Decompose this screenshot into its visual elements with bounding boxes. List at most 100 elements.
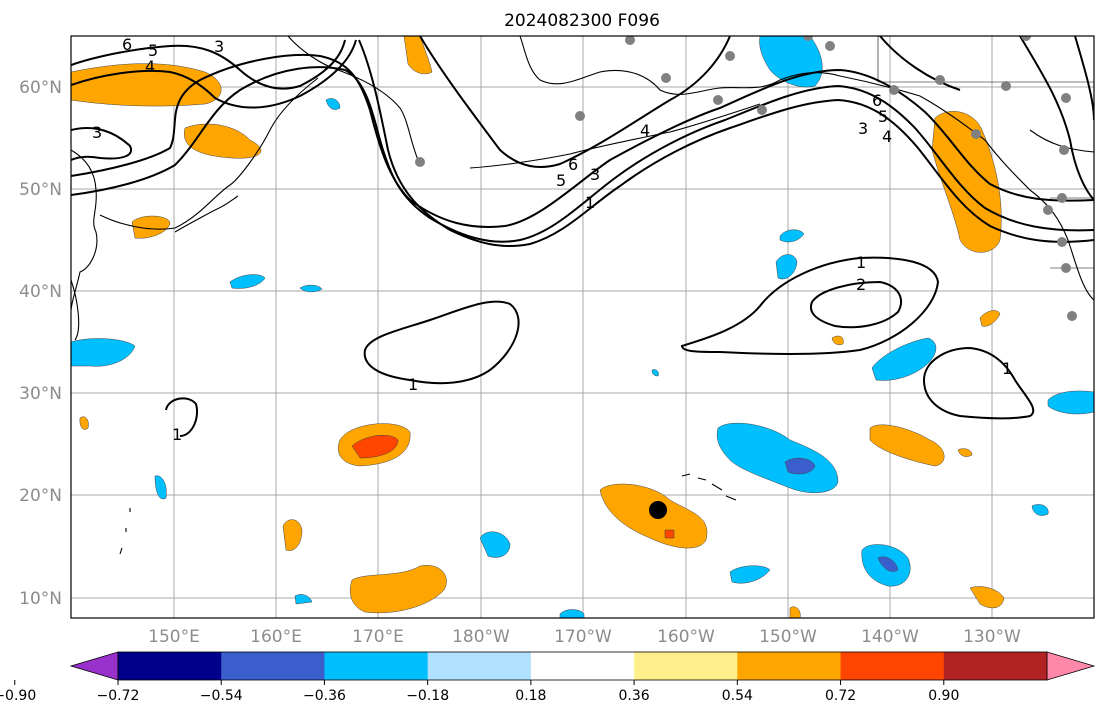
contour-line: [71, 54, 1094, 228]
station-marker: [1001, 81, 1011, 91]
contour-label: 1: [856, 253, 866, 272]
contour-label: 3: [590, 165, 600, 184]
contour-line: [71, 126, 133, 161]
longitude-labels: 150°E 160°E 170°E 180°W 170°W 160°W 150°…: [148, 627, 1021, 647]
lat-label: 30°N: [19, 384, 62, 404]
negative-anomaly-region: [154, 475, 167, 500]
negative-anomaly-region: [871, 337, 937, 381]
station-marker: [803, 36, 813, 41]
contour-label: 2: [856, 275, 866, 294]
colorbar-segment: [118, 652, 222, 680]
colorbar-extend-high: [1046, 651, 1096, 681]
colorbar-tick-label: 0.90: [928, 688, 959, 704]
positive-anomaly-region: [957, 448, 973, 457]
strong-negative-anomaly: [877, 556, 899, 572]
north-america-coastline: [919, 95, 1094, 301]
colorbar-tick-label: 0.18: [515, 688, 546, 704]
positive-anomaly-region: [403, 36, 433, 75]
alaska-canada-border: [877, 36, 1094, 83]
strong-negative-anomaly: [784, 457, 816, 475]
station-marker: [1043, 205, 1053, 215]
contour-label: 1: [172, 425, 182, 444]
negative-anomaly-region: [1031, 504, 1049, 516]
lon-label: 150°W: [759, 627, 817, 647]
colorbar-segment: [530, 652, 635, 680]
lat-label: 20°N: [19, 486, 62, 506]
negative-anomaly-region: [779, 229, 805, 243]
positive-anomaly-region: [831, 335, 844, 345]
colorbar-outline: [117, 651, 1048, 681]
station-marker: [1067, 311, 1077, 321]
negative-anomaly-region: [71, 338, 136, 367]
contour-label: 6: [568, 155, 578, 174]
colorbar-tick-label: −0.36: [303, 688, 346, 704]
map-title: 2024082300 F096: [504, 11, 660, 31]
positive-anomaly-region: [183, 123, 262, 159]
contour-label: 3: [92, 123, 102, 142]
colorbar-segment: [737, 652, 842, 680]
contour-line: [71, 66, 1094, 243]
negative-anomaly-region: [299, 284, 323, 293]
station-marker: [935, 75, 945, 85]
lon-label: 160°W: [657, 627, 715, 647]
colorbar-extend-low: [69, 651, 119, 681]
contour-label: 4: [882, 127, 892, 146]
contour-labels: 6 5 4 3 3 6 5 4 3 1 6 5 4 3 1 2 1 1 1: [92, 35, 1012, 444]
strong-positive-anomaly: [351, 434, 399, 459]
contour-label: 1: [585, 193, 595, 212]
colorbar-segment: [324, 652, 429, 680]
lat-label: 60°N: [19, 78, 62, 98]
alaska-coastline: [519, 36, 921, 97]
negative-anomaly-region: [729, 565, 771, 584]
colorbar-segment: [634, 652, 738, 680]
contour-label: 6: [122, 35, 132, 54]
contour-label: 4: [145, 57, 155, 76]
station-marker: [661, 73, 671, 83]
station-markers: [415, 36, 1077, 321]
station-marker: [825, 41, 835, 51]
station-marker: [1061, 263, 1071, 273]
positive-anomaly-region: [979, 310, 1001, 327]
mariana-islands: [119, 508, 131, 555]
contour-line: [363, 300, 520, 385]
contour-line: [358, 39, 1094, 247]
contour-line: [71, 39, 346, 90]
kuril-islands: [174, 195, 239, 233]
colorbar-segment: [221, 652, 325, 680]
positive-anomaly-region: [969, 586, 1005, 609]
contour-line: [810, 280, 902, 329]
lon-label: 160°E: [250, 627, 302, 647]
lat-label: 50°N: [19, 180, 62, 200]
strong-positive-anomaly: [664, 529, 675, 539]
positive-anomaly-region: [79, 416, 89, 430]
colorbar-segment: [943, 652, 1048, 680]
asia-coastline: [71, 149, 98, 311]
lon-label: 150°E: [148, 627, 200, 647]
station-marker: [1061, 93, 1071, 103]
map-frame: [70, 35, 1095, 619]
colorbar-tick-label: −0.72: [97, 688, 140, 704]
hawaiian-islands: [681, 473, 737, 501]
colorbar-tick-label: 0.54: [722, 688, 753, 704]
positive-anomaly-region: [131, 215, 171, 239]
negative-anomaly-region: [229, 274, 266, 289]
positive-anomaly-region: [931, 111, 1002, 253]
station-marker: [889, 85, 899, 95]
positive-anomaly-region: [282, 519, 303, 551]
negative-anomaly-region: [325, 98, 341, 110]
contour-line: [879, 36, 961, 91]
contour-label: 1: [408, 375, 418, 394]
contour-label: 4: [640, 121, 650, 140]
station-marker: [1057, 237, 1067, 247]
contour-label: 5: [556, 171, 566, 190]
negative-anomaly-region: [1047, 390, 1094, 415]
contour-line: [922, 346, 1035, 420]
contour-line: [1019, 36, 1094, 201]
colorbar-tick-label: 0.72: [825, 688, 856, 704]
contour-line: [419, 36, 731, 169]
contour-label: 6: [872, 91, 882, 110]
negative-anomaly-region: [294, 594, 313, 605]
station-marker: [971, 129, 981, 139]
